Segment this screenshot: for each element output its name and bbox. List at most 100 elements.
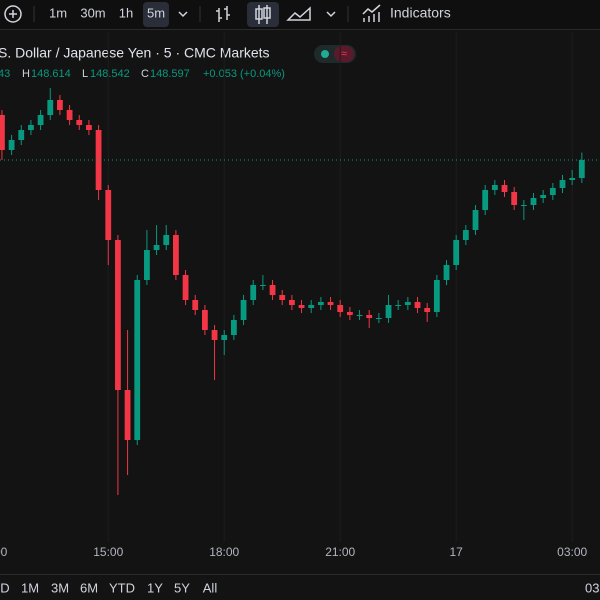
candle-body	[57, 100, 63, 110]
range-button[interactable]: 1M	[21, 580, 39, 595]
candle-body	[37, 115, 44, 125]
candle-body	[356, 315, 363, 316]
range-button[interactable]: D	[0, 580, 9, 595]
interval-button[interactable]: 5m	[147, 5, 165, 20]
candle-body	[269, 285, 276, 295]
close-label: C	[141, 68, 149, 80]
candle-body	[375, 318, 382, 319]
style-menu[interactable]	[326, 11, 336, 18]
candle-style-button[interactable]	[255, 5, 271, 24]
interval-button[interactable]: 1h	[119, 5, 133, 20]
symbol-title: S. Dollar / Japanese Yen · 5 · CMC Marke…	[0, 45, 270, 61]
candle-body	[259, 285, 266, 286]
area-style-button[interactable]	[286, 6, 311, 21]
range-button[interactable]: 6M	[80, 580, 98, 595]
candle-body	[182, 275, 189, 300]
x-tick-label: 15:00	[93, 545, 123, 559]
candle-body	[173, 235, 179, 275]
candle-body	[163, 235, 170, 245]
candle-body	[221, 335, 228, 340]
x-tick-label: 17	[450, 545, 464, 559]
candle-body	[337, 305, 344, 312]
active-interval-bg	[143, 2, 169, 27]
candle-body	[462, 230, 469, 240]
delay-icon: ≈	[341, 48, 347, 60]
candle-body	[443, 265, 450, 280]
candle-body	[385, 305, 392, 318]
candle-body	[279, 295, 286, 300]
candle-body	[153, 245, 160, 250]
low-label: L	[82, 68, 88, 80]
interval-menu[interactable]	[178, 11, 188, 18]
candle-body	[86, 125, 92, 130]
candle-body	[308, 305, 315, 308]
range-button[interactable]: YTD	[109, 580, 135, 595]
candle-body	[414, 302, 421, 308]
candle-body	[327, 302, 334, 305]
x-tick-label: 21:00	[325, 545, 355, 559]
candle-body	[144, 250, 150, 280]
candle-body	[433, 280, 440, 312]
candle-body	[124, 390, 131, 440]
candle-body	[95, 130, 102, 190]
ohlc-legend: 43 H 148.614 L 148.542 C 148.597 +0.053 …	[0, 68, 285, 80]
candle-body	[569, 178, 576, 180]
toolbar	[0, 0, 600, 29]
candle-body	[298, 305, 305, 308]
bar-style-button[interactable]	[216, 6, 230, 22]
high-value: 148.614	[31, 68, 71, 80]
candle-body	[453, 240, 460, 265]
close-value: 148.597	[150, 68, 190, 80]
candle-body	[346, 312, 353, 315]
high-label: H	[22, 68, 30, 80]
candle-body	[115, 240, 121, 390]
interval-button[interactable]: 30m	[80, 5, 105, 20]
range-button[interactable]: 5Y	[174, 580, 190, 595]
x-tick-label: 18:00	[209, 545, 239, 559]
plot: 12:00 15:00 18:00 21:00 17 03:00	[0, 32, 600, 559]
candle-body	[491, 185, 498, 190]
open-value: 43	[0, 68, 10, 80]
candle-body	[250, 285, 257, 300]
change-value: +0.053 (+0.04%)	[203, 68, 285, 80]
indicators-button[interactable]: Indicators	[362, 4, 451, 22]
range-button[interactable]: All	[203, 580, 218, 595]
market-status-dot	[321, 50, 329, 58]
delay-badge	[334, 46, 354, 62]
candle-body	[520, 205, 527, 206]
candle-body	[530, 198, 537, 205]
candle-body	[578, 160, 585, 178]
low-value: 148.542	[90, 68, 130, 80]
candle-body	[211, 330, 218, 340]
add-symbol-button[interactable]	[4, 5, 22, 23]
candle-body	[230, 320, 237, 335]
candle-body	[424, 308, 431, 312]
candle-body	[288, 300, 295, 305]
candle-body	[482, 190, 489, 210]
candle-body	[395, 305, 402, 306]
candle-body	[18, 130, 25, 140]
candle-body	[540, 195, 547, 198]
candle-body	[66, 110, 73, 120]
candle-body	[76, 120, 83, 125]
x-tick-label: 03:00	[557, 545, 587, 559]
candle-body	[240, 300, 247, 320]
candle-body	[134, 280, 141, 440]
x-tick-label: 12:00	[0, 545, 8, 559]
interval-button[interactable]: 1m	[49, 5, 67, 20]
candle-body	[501, 185, 508, 192]
candle-body	[559, 180, 566, 188]
range-button[interactable]: 3M	[51, 580, 69, 595]
range-button[interactable]: 1Y	[147, 580, 163, 595]
active-style-bg	[247, 2, 279, 27]
candle-body	[511, 192, 518, 205]
time-display: 03	[585, 580, 599, 595]
candle-body	[8, 140, 15, 150]
indicators-label[interactable]: Indicators	[390, 5, 451, 21]
candle-body	[549, 188, 556, 195]
candle-body	[105, 190, 112, 240]
range-bar: D 1M 3M 6M YTD 1Y 5Y All	[0, 580, 217, 595]
candle-body	[317, 302, 324, 305]
candle-body	[28, 125, 34, 130]
